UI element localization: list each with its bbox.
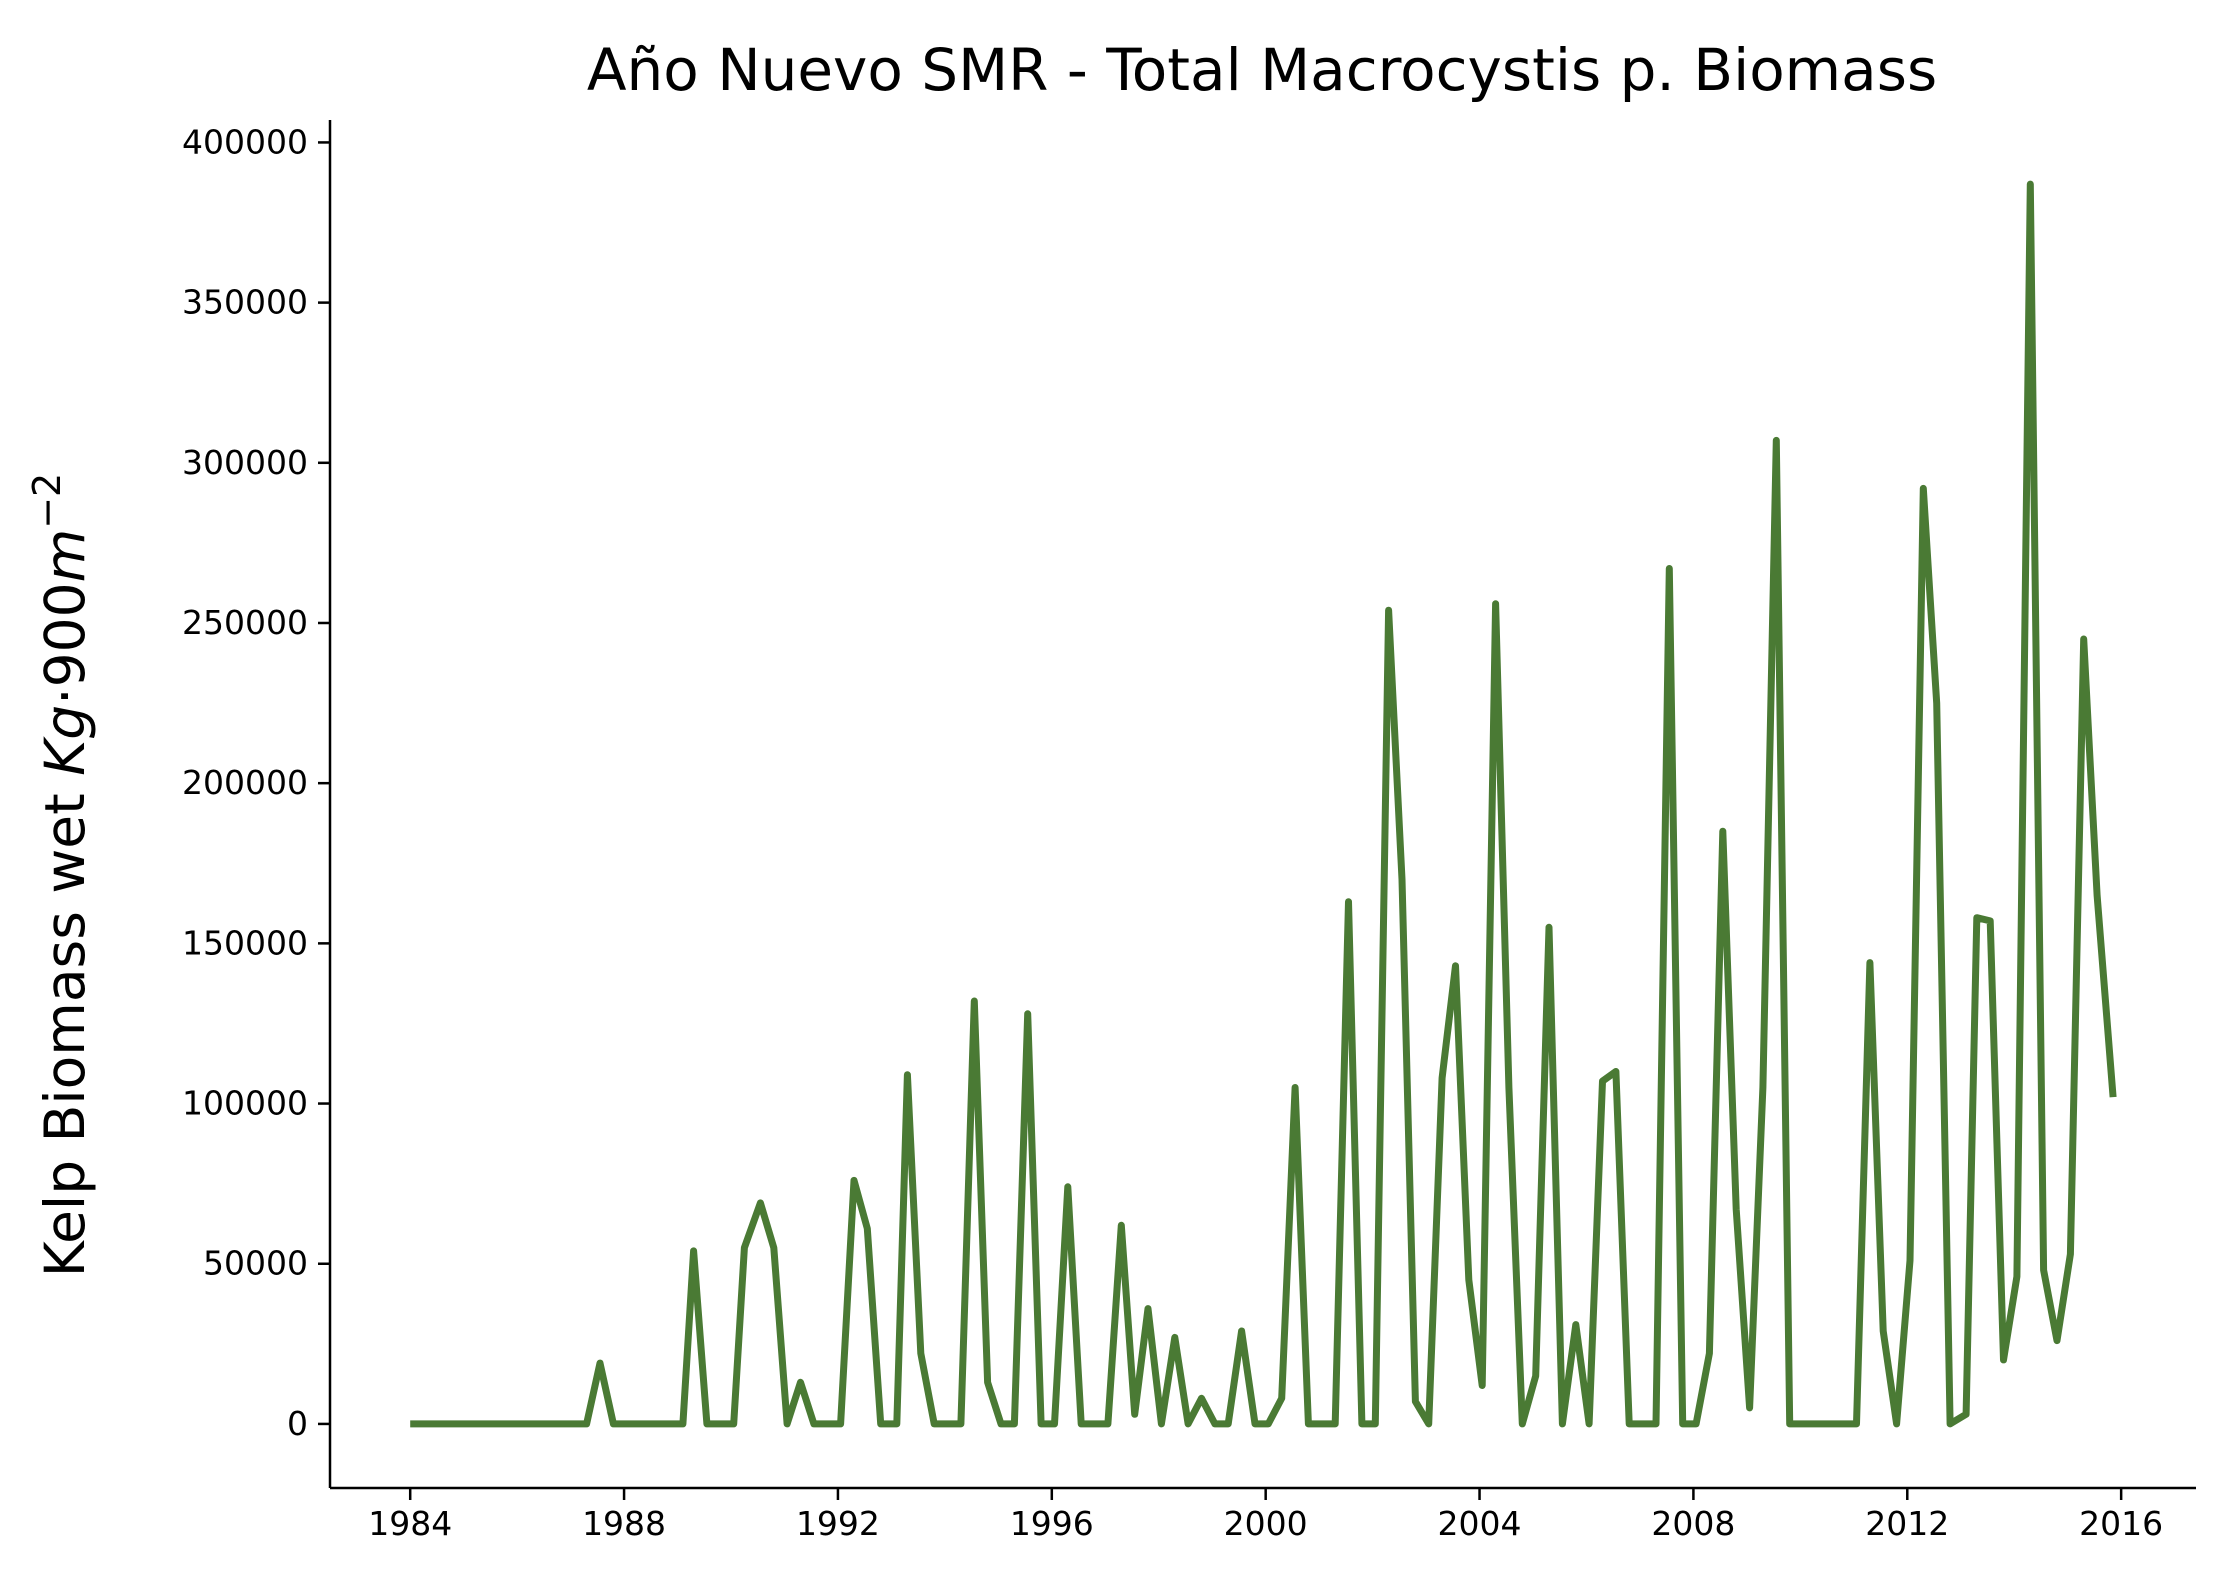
y-axis-label: Kelp Biomass wet Kg·900m−2 [25, 473, 97, 1278]
y-axis-label-m: m [33, 529, 97, 583]
y-tick-label: 100000 [182, 1084, 308, 1123]
y-tick-label: 200000 [182, 763, 308, 802]
y-tick-label: 400000 [182, 122, 308, 161]
x-tick-label: 2000 [1224, 1504, 1308, 1543]
y-tick-label: 150000 [182, 923, 308, 962]
chart-title: Año Nuevo SMR - Total Macrocystis p. Bio… [587, 36, 1937, 104]
y-axis-label-number: 900 [33, 582, 97, 687]
y-tick-label: 350000 [182, 283, 308, 322]
y-axis-label-exponent: −2 [25, 473, 69, 529]
x-tick-label: 1996 [1010, 1504, 1094, 1543]
y-axis-label-text: Kelp Biomass wet [33, 776, 97, 1277]
y-axis-ticks: 0 50000 100000 150000 200000 250000 300000 3500… [182, 122, 330, 1443]
x-tick-label: 2004 [1438, 1504, 1522, 1543]
plot-area: 0 50000 100000 150000 200000 250000 300000 3500… [182, 120, 2196, 1543]
y-tick-label: 50000 [203, 1244, 308, 1283]
y-axis-label-dot: · [33, 687, 97, 704]
y-tick-label: 250000 [182, 603, 308, 642]
y-axis-label-kg: Kg [33, 705, 97, 776]
x-tick-label: 1988 [582, 1504, 666, 1543]
x-tick-label: 2008 [1651, 1504, 1735, 1543]
x-tick-label: 1992 [796, 1504, 880, 1543]
x-tick-label: 2016 [2079, 1504, 2163, 1543]
x-tick-label: 1984 [368, 1504, 452, 1543]
y-tick-label: 0 [287, 1404, 308, 1443]
x-axis-ticks: 1984 1988 1992 1996 2000 2004 2008 2012 2016 [368, 1488, 2163, 1543]
x-tick-label: 2012 [1865, 1504, 1949, 1543]
series-line [410, 180, 2117, 1428]
series-layer [410, 180, 2117, 1428]
y-tick-label: 300000 [182, 443, 308, 482]
